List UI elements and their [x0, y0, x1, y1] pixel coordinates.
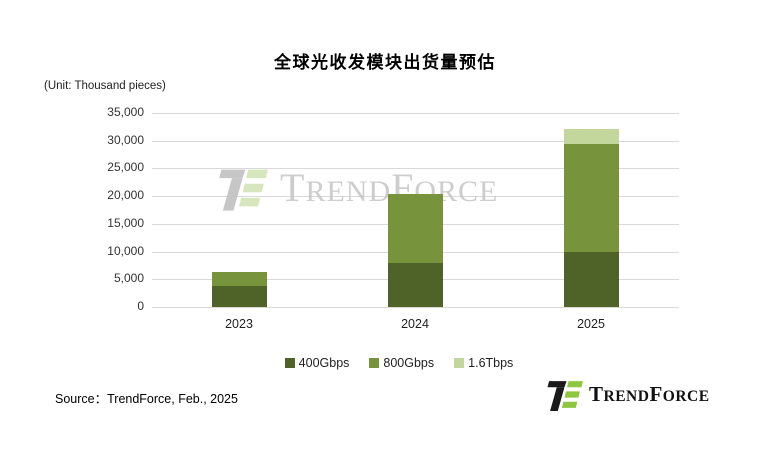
- bar-segment-1.6Tbps-2025: [563, 129, 619, 144]
- bar-segment-400Gbps-2023: [211, 285, 267, 307]
- legend-item-400Gbps: 400Gbps: [284, 356, 350, 370]
- y-tick-25000: 25,000: [107, 160, 144, 175]
- trendforce-logo-icon-watermark: [219, 169, 268, 211]
- bar-segment-400Gbps-2025: [563, 251, 619, 307]
- trendforce-logo: TRENDFORCE: [547, 377, 710, 412]
- x-tick-2025: 2025: [577, 317, 605, 331]
- brand-capital: F: [649, 381, 663, 406]
- bar-2023: [211, 272, 267, 307]
- legend: 400Gbps 800Gbps 1.6Tbps: [14, 356, 770, 370]
- bar-segment-800Gbps-2023: [211, 272, 267, 286]
- legend-label-800Gbps: 800Gbps: [383, 356, 435, 370]
- y-tick-15000: 15,000: [107, 215, 144, 230]
- legend-item-800Gbps: 800Gbps: [369, 356, 434, 370]
- brand-capital: T: [589, 381, 604, 406]
- brand-smallcaps: REND: [603, 387, 650, 405]
- legend-swatch-400Gbps: [284, 358, 295, 368]
- x-tick-2024: 2024: [401, 317, 429, 331]
- y-tick-20000: 20,000: [107, 188, 144, 203]
- trendforce-logo-text: TRENDFORCE: [589, 381, 710, 406]
- brand-smallcaps: ORCE: [662, 387, 710, 405]
- grid-line-25000: [152, 168, 679, 170]
- y-tick-5000: 5,000: [113, 271, 144, 286]
- chart-title: 全球光收发模块出货量预估: [274, 53, 496, 72]
- bar-segment-800Gbps-2025: [563, 143, 619, 252]
- brand-smallcaps: REND: [305, 175, 392, 208]
- bar-2025: [563, 129, 619, 307]
- plot-area: [152, 113, 679, 308]
- legend-label-400Gbps: 400Gbps: [298, 356, 350, 370]
- x-tick-2023: 2023: [225, 317, 253, 331]
- grid-line-35000: [152, 113, 679, 114]
- y-tick-0: 0: [137, 299, 144, 313]
- legend-swatch-800Gbps: [369, 358, 380, 368]
- brand-capital: T: [280, 165, 306, 210]
- y-tick-35000: 35,000: [107, 105, 144, 119]
- legend-swatch-1.6Tbps: [454, 358, 465, 368]
- y-tick-30000: 30,000: [107, 132, 144, 147]
- bar-2024: [387, 193, 443, 307]
- legend-label-1.6Tbps: 1.6Tbps: [468, 356, 514, 370]
- bar-segment-800Gbps-2024: [387, 193, 443, 264]
- unit-label: (Unit: Thousand pieces): [44, 80, 166, 92]
- grid-line-0: [152, 307, 679, 308]
- source-line: Source：TrendForce, Feb., 2025: [55, 392, 238, 406]
- trendforce-logo-icon: [547, 381, 583, 411]
- watermark: TRENDFORCE: [216, 164, 498, 212]
- legend-item-1.6Tbps: 1.6Tbps: [454, 356, 513, 370]
- bar-segment-400Gbps-2024: [387, 263, 443, 307]
- grid-line-30000: [152, 140, 679, 142]
- y-tick-10000: 10,000: [107, 243, 144, 258]
